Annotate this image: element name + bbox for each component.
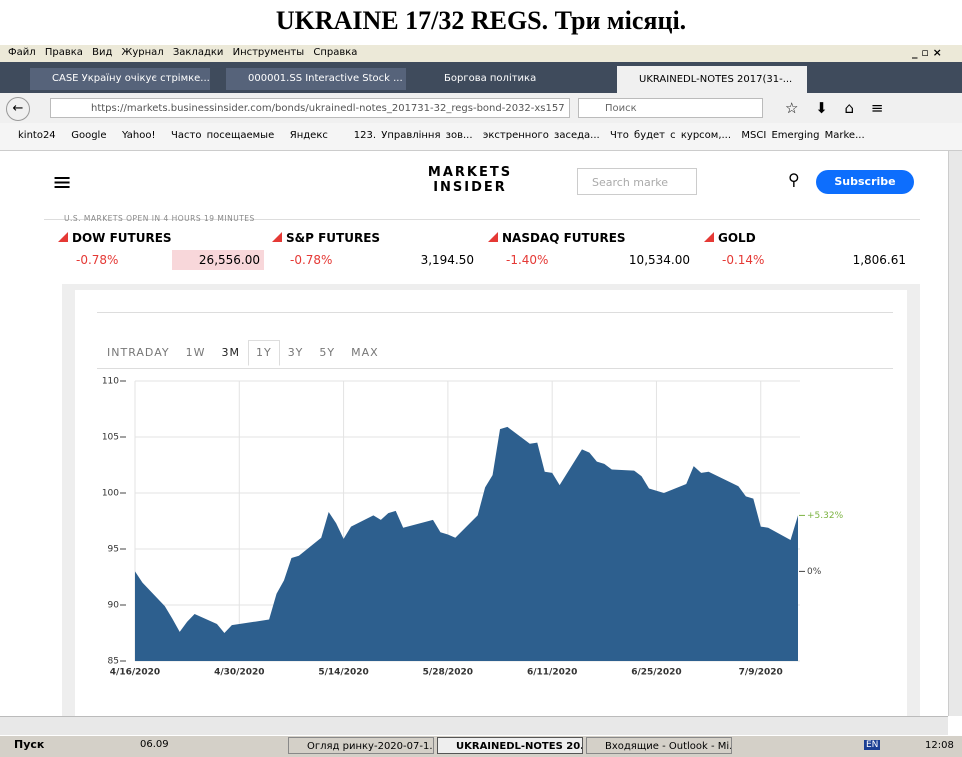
market-status: U.S. MARKETS OPEN IN 4 HOURS 19 MINUTES	[64, 214, 255, 223]
logo[interactable]: MARKETS INSIDER	[420, 165, 520, 195]
menu-bar	[0, 45, 962, 62]
scrollbar[interactable]	[948, 151, 962, 716]
hscrollbar[interactable]	[0, 716, 948, 735]
range-tab[interactable]: 3M	[221, 346, 240, 359]
ticker-change: -1.40%	[506, 253, 549, 267]
tab[interactable]: 000001.SS Interactive Stock ...	[226, 68, 406, 90]
menu: Файл Правка Вид Журнал Закладки Инструме…	[8, 47, 357, 58]
tab[interactable]: Боргова політика	[444, 73, 537, 84]
bookmark[interactable]: экстренного заседа...	[482, 130, 600, 141]
back-button[interactable]: ←	[6, 97, 30, 121]
x-tick-label: 4/16/2020	[110, 668, 160, 678]
search-field[interactable]: Поиск	[578, 98, 763, 118]
x-tick-label: 4/30/2020	[214, 668, 264, 678]
user-icon[interactable]: ⚲	[788, 170, 800, 189]
range-tabs: INTRADAY 1W 3M 1Y 3Y 5Y MAX	[97, 340, 893, 369]
bookmark[interactable]: Google	[71, 130, 107, 141]
task-item[interactable]: Огляд ринку-2020-07-1...	[288, 737, 434, 754]
ticker-name: S&P FUTURES	[286, 231, 381, 245]
ticker-price: 26,556.00	[172, 250, 264, 270]
ticker-change: -0.78%	[76, 253, 119, 267]
menu-item[interactable]: Закладки	[172, 47, 224, 58]
bookmark[interactable]: Что будет с курсом,...	[610, 130, 732, 141]
bookmark[interactable]: Яндекс	[289, 130, 328, 141]
y-tick-label: 85	[108, 657, 119, 667]
y-tick-label: 110	[102, 377, 119, 387]
range-tab[interactable]: 5Y	[319, 346, 336, 359]
range-tab[interactable]: 1Y	[247, 340, 280, 366]
ticker-name: GOLD	[718, 231, 756, 245]
ticker-arrow	[58, 232, 68, 242]
x-tick-label: 5/28/2020	[423, 668, 473, 678]
y-tick-label: 90	[108, 601, 120, 611]
menu-item[interactable]: Справка	[313, 47, 358, 58]
bookmark[interactable]: Yahoo!	[122, 130, 156, 141]
window-controls[interactable]: _ ▫ ×	[912, 46, 942, 59]
y-tick-label: 105	[102, 433, 119, 443]
x-tick-label: 7/9/2020	[739, 668, 783, 678]
annotation: +5.32%	[807, 511, 844, 521]
start-button[interactable]: Пуск	[14, 738, 45, 751]
task-item[interactable]: UKRAINEDL-NOTES 20...	[437, 737, 583, 754]
hamburger[interactable]: ≡	[52, 168, 73, 196]
language[interactable]: EN	[864, 740, 881, 750]
menu-item[interactable]: Инструменты	[232, 47, 305, 58]
ticker-name: DOW FUTURES	[72, 231, 172, 245]
bookmarks: kinto24 Google Yahoo! Часто посещаемые Я…	[18, 130, 948, 141]
ticker-arrow	[704, 232, 714, 242]
url-field[interactable]: https://markets.businessinsider.com/bond…	[50, 98, 570, 118]
subscribe-button[interactable]: Subscribe	[816, 170, 914, 194]
bookmark[interactable]: kinto24	[18, 130, 56, 141]
ticker-name: NASDAQ FUTURES	[502, 231, 626, 245]
tab[interactable]: CASE Україну очікує стрімке...	[30, 68, 210, 90]
ticker-price: 3,194.50	[420, 253, 474, 267]
range-tab[interactable]: 1W	[185, 346, 206, 359]
site-search[interactable]: Search marke	[577, 168, 697, 195]
menu-item[interactable]: Файл	[8, 47, 36, 58]
x-tick-label: 5/14/2020	[318, 668, 368, 678]
bookmark[interactable]: 123. Управління зов...	[353, 130, 473, 141]
clock: 12:08	[925, 740, 954, 751]
task-item[interactable]: 06.09	[140, 739, 169, 750]
x-tick-label: 6/25/2020	[631, 668, 681, 678]
task-item[interactable]: Входящие - Outlook - Mi...	[586, 737, 732, 754]
bookmarks-bar	[0, 123, 962, 151]
range-tab[interactable]: 3Y	[287, 346, 304, 359]
range-tab[interactable]: INTRADAY	[107, 346, 170, 359]
ticker-price: 1,806.61	[852, 253, 906, 267]
x-tick-label: 6/11/2020	[527, 668, 577, 678]
annotation: 0%	[807, 567, 822, 577]
menu-item[interactable]: Правка	[44, 47, 83, 58]
panel-rule	[97, 312, 893, 313]
logo-bottom: INSIDER	[433, 180, 507, 195]
ticker-change: -0.78%	[290, 253, 333, 267]
tab-active[interactable]: UKRAINEDL-NOTES 2017(31-...	[617, 66, 807, 93]
page-title: UKRAINE 17/32 REGS. Три місяці.	[275, 6, 687, 35]
ticker-arrow	[272, 232, 282, 242]
ticker-change: -0.14%	[722, 253, 765, 267]
menu-item[interactable]: Журнал	[121, 47, 164, 58]
menu-item[interactable]: Вид	[92, 47, 113, 58]
logo-top: MARKETS	[427, 165, 513, 180]
ticker-price: 10,534.00	[628, 253, 690, 267]
y-tick-label: 95	[108, 545, 119, 555]
bookmark[interactable]: MSCI Emerging Marke...	[741, 130, 865, 141]
range-tab[interactable]: MAX	[351, 346, 379, 359]
toolbar-icons[interactable]: ☆ ⬇ ⌂ ≡	[785, 99, 884, 117]
bookmark[interactable]: Часто посещаемые	[171, 130, 275, 141]
ticker-arrow	[488, 232, 498, 242]
y-tick-label: 100	[102, 489, 119, 499]
area	[135, 426, 798, 661]
